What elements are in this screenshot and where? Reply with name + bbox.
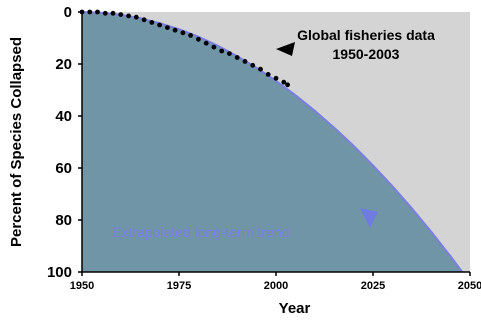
x-ticks: 1950 1975 2000 2025 2050 xyxy=(70,272,481,292)
y-tick-label: 40 xyxy=(55,108,72,125)
data-point xyxy=(180,30,186,36)
fisheries-data-points xyxy=(79,9,290,88)
trend-label: Extrapolated long-term trend xyxy=(112,224,289,240)
trend-line xyxy=(81,11,464,273)
data-point xyxy=(242,59,248,64)
data-point xyxy=(227,51,232,56)
data-point xyxy=(203,40,209,46)
data-point xyxy=(87,9,93,15)
data-point xyxy=(95,9,100,15)
y-tick-label: 80 xyxy=(55,212,72,229)
data-point xyxy=(281,79,287,85)
y-tick-label: 60 xyxy=(55,160,72,177)
data-point xyxy=(211,44,217,50)
data-point xyxy=(234,55,240,60)
data-point xyxy=(165,25,170,30)
trend-annotation: Extrapolated long-term trend xyxy=(112,208,378,240)
data-point xyxy=(273,75,279,81)
y-axis-label: Percent of Species Collapsed xyxy=(8,37,25,247)
data-point xyxy=(141,17,147,23)
data-point xyxy=(258,66,263,72)
trend-area xyxy=(82,12,463,272)
data-point xyxy=(188,33,194,38)
data-point xyxy=(118,12,124,17)
annotation-line-1: Global fisheries data xyxy=(297,27,435,43)
x-tick-label: 1975 xyxy=(167,280,191,292)
data-point xyxy=(285,82,290,88)
y-tick-label: 0 xyxy=(64,4,72,21)
data-point xyxy=(149,20,155,25)
x-tick-label: 2025 xyxy=(361,280,385,292)
plot-area xyxy=(79,9,470,273)
axes: 0 20 40 60 80 100 1950 1975 2000 2025 2050 xyxy=(47,4,481,292)
annotation-line-2: 1950-2003 xyxy=(333,46,400,62)
y-tick-label: 100 xyxy=(47,264,72,281)
x-tick-label: 1950 xyxy=(70,280,94,292)
x-tick-label: 2000 xyxy=(264,280,288,292)
fisheries-annotation: Global fisheries data 1950-2003 xyxy=(276,27,435,62)
data-point xyxy=(110,10,116,16)
x-tick-label: 2050 xyxy=(458,280,481,292)
data-point xyxy=(133,14,139,20)
data-point xyxy=(157,22,163,28)
data-point xyxy=(250,62,256,68)
data-point xyxy=(196,36,201,42)
data-point xyxy=(265,72,271,77)
data-point xyxy=(219,48,225,54)
data-point xyxy=(172,27,178,33)
y-ticks: 0 20 40 60 80 100 xyxy=(47,4,82,281)
x-axis-label: Year xyxy=(279,300,311,317)
annotation-arrow xyxy=(276,42,295,56)
data-point xyxy=(126,13,131,19)
data-point xyxy=(102,10,108,16)
trend-arrow xyxy=(360,208,378,228)
y-tick-label: 20 xyxy=(55,56,72,73)
